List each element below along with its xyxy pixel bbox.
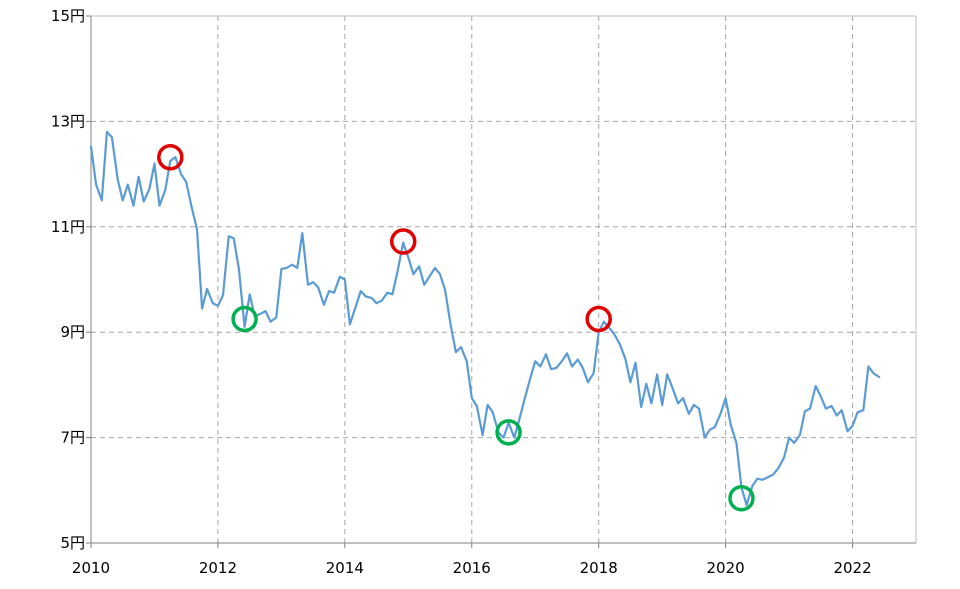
peak-marker-circle [157,143,184,171]
gridlines [91,15,916,543]
x-tick-label: 2010 [72,559,110,577]
y-tick-label: 13円 [51,112,85,130]
y-tick-label: 5円 [60,534,85,552]
markers-group [157,143,755,512]
series-group [89,130,881,507]
y-axis-ticks: 5円 7円 9円 11円 13円 15円 [51,7,91,552]
y-tick-label: 7円 [60,429,85,447]
y-tick-label: 15円 [51,7,85,25]
series-line [89,130,881,507]
x-axis-ticks: 2010 2012 2014 2016 2018 2020 2022 [72,543,872,577]
peak-marker-circle [389,228,417,255]
chart-axes [90,15,917,544]
x-tick-label: 2022 [833,559,871,577]
x-tick-label: 2012 [199,559,237,577]
trough-marker-circle [495,419,522,446]
x-tick-label: 2016 [453,559,491,577]
y-tick-label: 11円 [51,218,85,236]
trough-marker-circle [231,305,258,333]
peak-marker-circle [585,305,612,333]
x-tick-label: 2020 [707,559,745,577]
trough-marker-circle [728,484,755,512]
y-tick-label: 9円 [60,323,85,341]
x-tick-label: 2014 [326,559,364,577]
x-tick-label: 2018 [580,559,618,577]
